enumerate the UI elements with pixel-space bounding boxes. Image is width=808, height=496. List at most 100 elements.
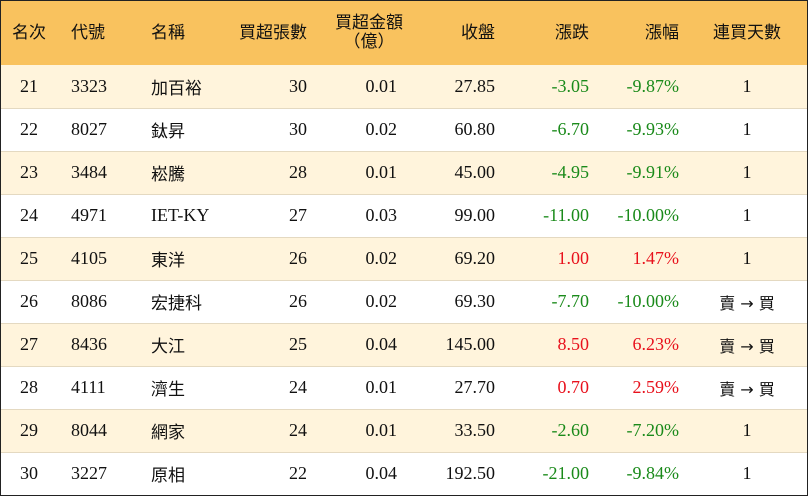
cell-rank: 21 [20, 75, 38, 96]
cell-change: -6.70 [551, 119, 590, 139]
cell-days: 1 [742, 205, 752, 225]
cell-change-pct: -10.00% [617, 291, 680, 311]
table-header: 名次 代號 名稱 買超張數 買超金額 （億） 收盤 漲跌 漲幅 連買天數 [1, 1, 807, 65]
table-row[interactable]: 27 8436 大江 25 0.04 145.00 8.50 6.23% 賣 → 買 [1, 323, 807, 366]
cell-rank: 23 [20, 162, 38, 182]
cell-name: 崧騰 [151, 165, 185, 185]
cell-amount: 0.02 [365, 119, 398, 139]
cell-name: 東洋 [151, 251, 185, 271]
cell-name: 鈦昇 [151, 122, 185, 142]
header-days: 連買天數 [713, 22, 781, 43]
header-code: 代號 [71, 22, 105, 43]
cell-rank: 22 [20, 119, 38, 139]
header-change: 漲跌 [555, 22, 589, 43]
cell-name: 原相 [151, 466, 185, 486]
table-row[interactable]: 25 4105 東洋 26 0.02 69.20 1.00 1.47% 1 [1, 237, 807, 280]
cell-close: 99.00 [454, 205, 496, 225]
cell-code: 3227 [71, 463, 107, 483]
cell-code: 4105 [71, 248, 107, 268]
cell-amount: 0.02 [365, 248, 398, 268]
table-row[interactable]: 24 4971 IET-KY 27 0.03 99.00 -11.00 -10.00% 1 [1, 194, 807, 237]
header-row: 名次 代號 名稱 買超張數 買超金額 （億） 收盤 漲跌 漲幅 連買天數 [1, 1, 807, 65]
cell-amount: 0.01 [365, 420, 398, 440]
cell-volume: 28 [289, 162, 307, 182]
cell-volume: 24 [289, 420, 307, 440]
header-amount-line1: 買超金額 [335, 13, 403, 33]
table-row[interactable]: 28 4111 濟生 24 0.01 27.70 0.70 2.59% 賣 → 買 [1, 366, 807, 409]
cell-code: 3484 [71, 162, 107, 182]
cell-volume: 26 [289, 248, 307, 268]
cell-change-pct: -9.87% [626, 75, 680, 96]
cell-change-pct: -7.20% [626, 420, 680, 440]
cell-change-pct: 1.47% [632, 248, 680, 268]
cell-change: -3.05 [551, 75, 590, 96]
cell-rank: 30 [20, 463, 38, 483]
cell-close: 45.00 [454, 162, 496, 182]
cell-name: 網家 [151, 423, 185, 443]
cell-name: 宏捷科 [151, 294, 202, 314]
table-row[interactable]: 22 8027 鈦昇 30 0.02 60.80 -6.70 -9.93% 1 [1, 108, 807, 151]
cell-change-pct: -10.00% [617, 205, 680, 225]
cell-change-pct: 2.59% [632, 377, 680, 397]
cell-code: 8027 [71, 119, 107, 139]
cell-days: 1 [742, 420, 752, 440]
table-row[interactable]: 26 8086 宏捷科 26 0.02 69.30 -7.70 -10.00% 賣 → 買 [1, 280, 807, 323]
cell-change: -21.00 [542, 463, 590, 483]
cell-amount: 0.04 [365, 463, 398, 483]
cell-close: 69.20 [454, 248, 496, 268]
cell-days: 1 [742, 75, 752, 96]
cell-code: 3323 [71, 75, 107, 96]
header-amount: 買超金額 （億） [321, 1, 417, 65]
cell-code: 8044 [71, 420, 107, 440]
cell-amount: 0.03 [365, 205, 398, 225]
header-name: 名稱 [151, 22, 185, 43]
cell-close: 33.50 [454, 420, 496, 440]
cell-change: -2.60 [551, 420, 590, 440]
cell-code: 8436 [71, 334, 107, 354]
cell-change-pct: -9.93% [626, 119, 680, 139]
cell-close: 69.30 [454, 291, 496, 311]
cell-amount: 0.01 [365, 162, 398, 182]
cell-change: -4.95 [551, 162, 590, 182]
cell-change: 8.50 [557, 334, 590, 354]
cell-volume: 30 [289, 119, 307, 139]
cell-amount: 0.01 [365, 75, 398, 96]
cell-volume: 25 [289, 334, 307, 354]
cell-volume: 26 [289, 291, 307, 311]
table-body: 21 3323 加百裕 30 0.01 27.85 -3.05 -9.87% 1 22 8027 鈦昇… [1, 65, 807, 495]
cell-volume: 27 [289, 205, 307, 225]
cell-days: 賣 → 買 [719, 379, 775, 399]
cell-change-pct: -9.84% [626, 463, 680, 483]
header-change-pct: 漲幅 [645, 22, 679, 43]
header-amount-line2: （億） [343, 32, 395, 52]
cell-code: 8086 [71, 291, 107, 311]
cell-close: 192.50 [445, 463, 496, 483]
cell-close: 145.00 [445, 334, 496, 354]
cell-rank: 29 [20, 420, 38, 440]
cell-rank: 25 [20, 248, 38, 268]
cell-rank: 27 [20, 334, 38, 354]
cell-close: 27.85 [454, 75, 496, 96]
cell-change: 1.00 [557, 248, 590, 268]
cell-volume: 30 [289, 75, 307, 96]
cell-rank: 26 [20, 291, 38, 311]
cell-volume: 24 [289, 377, 307, 397]
cell-amount: 0.02 [365, 291, 398, 311]
table-row[interactable]: 30 3227 原相 22 0.04 192.50 -21.00 -9.84% 1 [1, 452, 807, 495]
table-row[interactable]: 23 3484 崧騰 28 0.01 45.00 -4.95 -9.91% 1 [1, 151, 807, 194]
cell-change: 0.70 [557, 377, 590, 397]
cell-amount: 0.04 [365, 334, 398, 354]
cell-change: -7.70 [551, 291, 590, 311]
cell-name: IET-KY [151, 205, 210, 225]
cell-name: 加百裕 [151, 78, 202, 99]
cell-days: 賣 → 買 [719, 336, 775, 356]
table-row[interactable]: 29 8044 網家 24 0.01 33.50 -2.60 -7.20% 1 [1, 409, 807, 452]
cell-name: 大江 [151, 337, 185, 357]
cell-rank: 24 [20, 205, 38, 225]
header-close: 收盤 [461, 22, 495, 43]
cell-days: 賣 → 買 [719, 293, 775, 313]
header-rank: 名次 [12, 22, 46, 43]
table-row[interactable]: 21 3323 加百裕 30 0.01 27.85 -3.05 -9.87% 1 [1, 65, 807, 108]
